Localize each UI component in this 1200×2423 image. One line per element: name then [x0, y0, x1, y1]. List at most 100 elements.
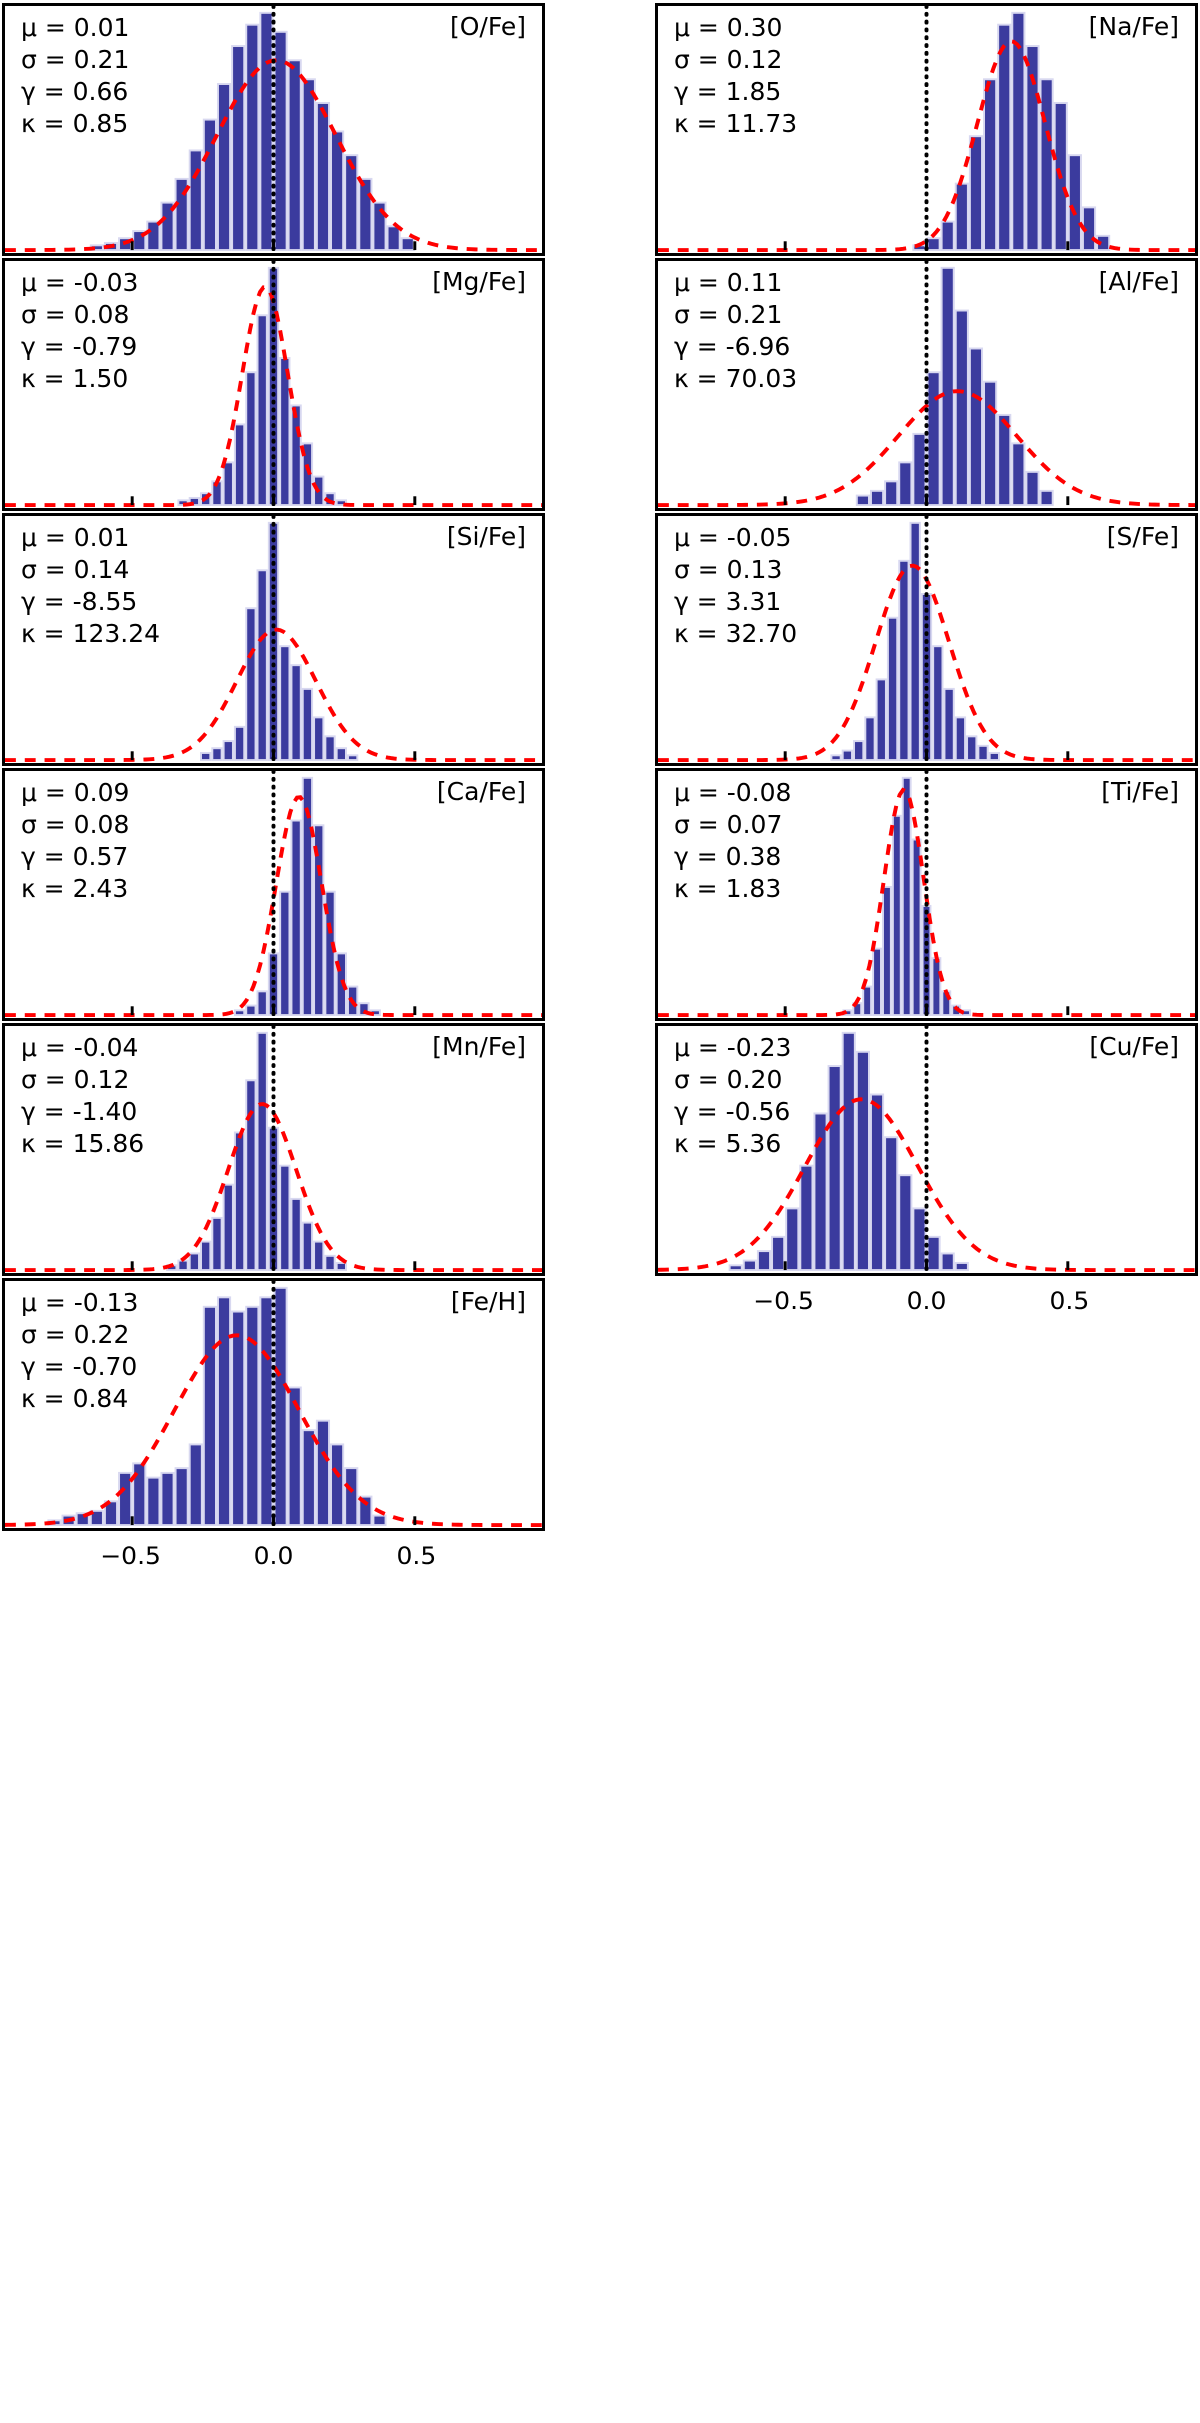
- histogram-bar: [898, 1174, 913, 1272]
- histogram-bar: [742, 1259, 757, 1272]
- panel-ti-fe: μ = -0.08 σ = 0.07 γ = 0.38 κ = 1.83 [Ti/Fe]: [655, 768, 1198, 1021]
- stat-mu-si-fe: μ = 0.01: [21, 523, 130, 552]
- histogram-bar: [966, 735, 978, 762]
- stat-gamma-al-fe: γ = -6.96: [674, 332, 791, 361]
- histogram-bar: [160, 1471, 175, 1527]
- histogram-bar: [256, 1031, 268, 1272]
- gaussian-fit-line: [5, 627, 542, 763]
- histogram-bar: [853, 740, 865, 762]
- histogram-bar: [245, 1004, 257, 1017]
- element-label-s-fe: [S/Fe]: [1106, 522, 1179, 551]
- histogram-bar: [988, 751, 1000, 762]
- element-label-mg-fe: [Mg/Fe]: [432, 267, 526, 296]
- stat-mu-ca-fe: μ = 0.09: [21, 778, 130, 807]
- histogram-bar: [1039, 489, 1054, 507]
- histogram-bar: [1067, 154, 1082, 252]
- x-tick-label: −0.5: [753, 1286, 814, 1315]
- histogram-bar: [132, 1462, 147, 1527]
- x-axis-fe-h: −0.5 0.0 0.5: [2, 1531, 545, 1591]
- stat-sigma-fe-h: σ = 0.22: [21, 1320, 130, 1349]
- histogram-bar: [977, 744, 989, 762]
- stat-kappa-al-fe: κ = 70.03: [674, 364, 798, 393]
- stat-mu-fe-h: μ = -0.13: [21, 1288, 139, 1317]
- histogram-bar: [335, 499, 347, 507]
- x-tick-label: 0.5: [397, 1541, 437, 1570]
- gaussian-fit-line: [658, 39, 1195, 253]
- histogram-bar: [855, 1050, 870, 1272]
- histogram-bar: [188, 1252, 201, 1272]
- histogram-bar: [324, 1254, 336, 1272]
- stats-block-s-fe: μ = -0.05 σ = 0.13 γ = 3.31 κ = 32.70: [674, 522, 797, 650]
- histogram-bar: [344, 1467, 359, 1527]
- stats-block-fe-h: μ = -0.13 σ = 0.22 γ = -0.70 κ = 0.84: [21, 1287, 138, 1415]
- histogram-bar: [855, 494, 870, 507]
- stats-block-si-fe: μ = 0.01 σ = 0.14 γ = -8.55 κ = 123.24: [21, 522, 160, 650]
- histogram-bar: [943, 687, 955, 762]
- histogram-bar: [216, 1296, 232, 1527]
- x-tick-label: −0.5: [100, 1541, 161, 1570]
- stat-mu-o-fe: μ = 0.01: [21, 13, 130, 42]
- stat-mu-al-fe: μ = 0.11: [674, 268, 783, 297]
- histogram-bar: [875, 678, 887, 762]
- histogram-bar: [211, 747, 223, 762]
- histogram-bar: [177, 1259, 189, 1272]
- panel-mg-fe: μ = -0.03 σ = 0.08 γ = -0.79 κ = 1.50 [Mg/Fe…: [2, 258, 545, 511]
- plot-area-fe-h: [5, 1281, 542, 1528]
- histogram-bar: [1011, 442, 1026, 507]
- stats-block-cu-fe: μ = -0.23 σ = 0.20 γ = -0.56 κ = 5.36: [674, 1032, 791, 1160]
- bars-mg-fe: [177, 266, 347, 507]
- histogram-bar: [324, 735, 336, 762]
- histogram-bar: [146, 220, 161, 252]
- stat-kappa-si-fe: κ = 123.24: [21, 619, 161, 648]
- histogram-bar: [932, 645, 944, 762]
- histogram-bar: [813, 1112, 828, 1272]
- histogram-bar: [872, 947, 882, 1017]
- histogram-bar: [756, 1250, 772, 1272]
- panel-frame-fe-h: μ = -0.13 σ = 0.22 γ = -0.70 κ = 0.84 [Fe/H]: [2, 1278, 545, 1531]
- bars-al-fe: [855, 266, 1054, 507]
- x-tick-label: 0.5: [1050, 1286, 1090, 1315]
- histogram-bar: [346, 754, 359, 762]
- histogram-bar: [146, 1476, 161, 1527]
- gaussian-fit-line: [658, 389, 1195, 508]
- histogram-bar: [279, 357, 291, 507]
- panel-o-fe: μ = 0.01 σ = 0.21 γ = 0.66 κ = 0.85 [O/Fe]: [2, 3, 545, 256]
- histogram-bar: [233, 1131, 246, 1272]
- bars-ti-fe: [842, 776, 972, 1017]
- element-label-cu-fe: [Cu/Fe]: [1089, 1032, 1179, 1061]
- histogram-bar: [400, 237, 415, 252]
- histogram-bar: [1039, 78, 1054, 252]
- stat-gamma-na-fe: γ = 1.85: [674, 77, 782, 106]
- histogram-bar: [898, 559, 910, 762]
- histogram-bar: [358, 1002, 370, 1017]
- histogram-bar: [799, 1164, 814, 1272]
- stats-block-na-fe: μ = 0.30 σ = 0.12 γ = 1.85 κ = 11.73: [674, 12, 797, 140]
- bars-cu-fe: [728, 1031, 969, 1272]
- histogram-bar: [968, 347, 984, 507]
- stat-gamma-s-fe: γ = 3.31: [674, 587, 782, 616]
- histogram-bar: [997, 23, 1012, 252]
- plot-area-na-fe: [658, 6, 1195, 253]
- stat-mu-ti-fe: μ = -0.08: [674, 778, 792, 807]
- histogram-bar: [968, 135, 984, 252]
- element-label-na-fe: [Na/Fe]: [1088, 12, 1179, 41]
- gaussian-fit-line: [5, 1333, 542, 1528]
- histogram-bar: [290, 404, 302, 507]
- histogram-bar: [884, 1136, 899, 1272]
- histogram-bar: [940, 1252, 955, 1272]
- histogram-bar: [324, 890, 336, 1017]
- histogram-bar: [954, 1261, 969, 1272]
- stats-block-ti-fe: μ = -0.08 σ = 0.07 γ = 0.38 κ = 1.83: [674, 777, 791, 905]
- stat-kappa-na-fe: κ = 11.73: [674, 109, 798, 138]
- histogram-bar: [279, 890, 291, 1017]
- x-axis-cu-fe: −0.5 0.0 0.5: [655, 1276, 1198, 1336]
- stat-gamma-ti-fe: γ = 0.38: [674, 842, 782, 871]
- stats-block-o-fe: μ = 0.01 σ = 0.21 γ = 0.66 κ = 0.85: [21, 12, 129, 140]
- histogram-bar: [911, 838, 922, 1017]
- histogram-bar: [1025, 470, 1040, 507]
- element-label-fe-h: [Fe/H]: [450, 1287, 526, 1316]
- stat-kappa-ti-fe: κ = 1.83: [674, 874, 782, 903]
- plot-area-mn-fe: [5, 1026, 542, 1273]
- stat-mu-mg-fe: μ = -0.03: [21, 268, 139, 297]
- stats-block-mg-fe: μ = -0.03 σ = 0.08 γ = -0.79 κ = 1.50: [21, 267, 138, 395]
